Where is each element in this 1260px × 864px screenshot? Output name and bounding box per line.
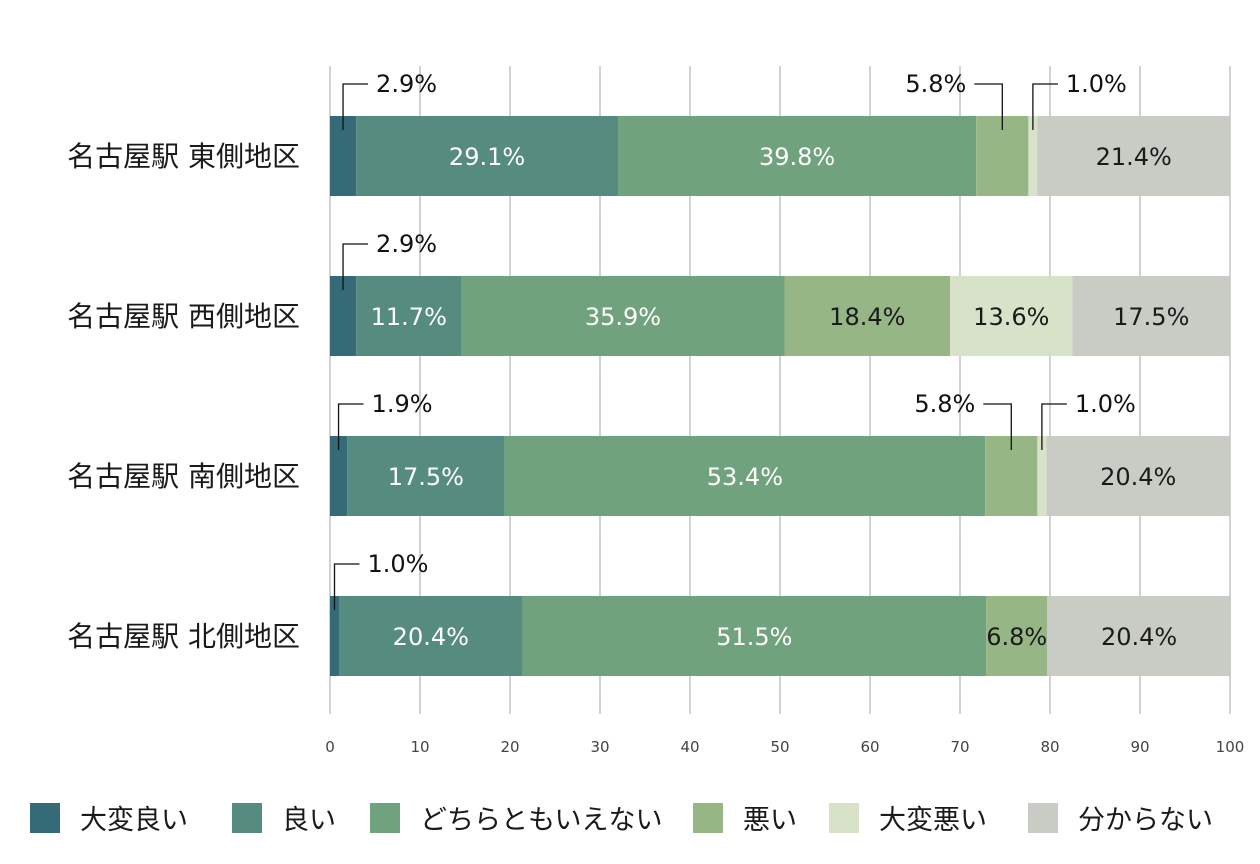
legend-swatch bbox=[370, 803, 400, 833]
x-tick-label: 20 bbox=[500, 738, 519, 756]
x-tick-label: 10 bbox=[410, 738, 429, 756]
data-label: 21.4% bbox=[1096, 143, 1172, 171]
x-tick-label: 40 bbox=[680, 738, 699, 756]
leader-line bbox=[1032, 83, 1058, 130]
data-label: 18.4% bbox=[829, 303, 905, 331]
x-tick-label: 50 bbox=[770, 738, 789, 756]
leader-line bbox=[983, 403, 1012, 450]
data-label: 53.4% bbox=[707, 463, 783, 491]
bar-segment bbox=[618, 116, 977, 196]
legend-label: 大変悪い bbox=[879, 805, 987, 836]
bars: 29.1% 39.8% 21.4% 2.9% 5.8% 1.0% 11.7% 35.9% 18.… bbox=[330, 70, 1231, 676]
data-label: 39.8% bbox=[759, 143, 835, 171]
legend-swatch bbox=[693, 803, 723, 833]
legend: 大変良い 良い どちらともいえない 悪い 大変悪い 分からない bbox=[30, 803, 1213, 836]
bar-segment bbox=[504, 436, 986, 516]
data-label: 5.8% bbox=[914, 390, 975, 418]
data-label: 1.0% bbox=[1075, 390, 1136, 418]
legend-label: 良い bbox=[282, 805, 336, 836]
bar-segment bbox=[1037, 116, 1230, 196]
leader-line bbox=[333, 563, 360, 610]
bar-segment bbox=[461, 276, 785, 356]
x-tick-label: 0 bbox=[325, 738, 335, 756]
legend-swatch bbox=[1028, 803, 1058, 833]
category-label: 名古屋駅 東側地区 bbox=[67, 140, 300, 173]
x-tick-label: 100 bbox=[1216, 738, 1245, 756]
bar-segment bbox=[347, 436, 505, 516]
bar-segment bbox=[950, 276, 1073, 356]
bar-segment bbox=[356, 276, 462, 356]
legend-swatch bbox=[232, 803, 262, 833]
data-label: 1.9% bbox=[372, 390, 433, 418]
data-label: 17.5% bbox=[388, 463, 464, 491]
bar-segment bbox=[1047, 596, 1231, 676]
data-label: 2.9% bbox=[376, 230, 437, 258]
data-label: 35.9% bbox=[585, 303, 661, 331]
legend-label: どちらともいえない bbox=[420, 805, 662, 836]
bar-segment bbox=[330, 596, 339, 676]
data-label: 1.0% bbox=[1066, 70, 1127, 98]
data-label: 51.5% bbox=[716, 623, 792, 651]
leader-line bbox=[342, 83, 369, 130]
legend-swatch bbox=[829, 803, 859, 833]
x-tick-label: 30 bbox=[590, 738, 609, 756]
data-label: 29.1% bbox=[449, 143, 525, 171]
leader-line bbox=[337, 403, 364, 450]
data-label: 20.4% bbox=[393, 623, 469, 651]
bar-segment bbox=[784, 276, 951, 356]
leader-line bbox=[342, 243, 369, 290]
legend-label: 悪い bbox=[743, 805, 797, 836]
bar-segment bbox=[339, 596, 523, 676]
category-label: 名古屋駅 西側地区 bbox=[67, 300, 300, 333]
data-label: 2.9% bbox=[376, 70, 437, 98]
category-label: 名古屋駅 北側地区 bbox=[67, 620, 300, 653]
x-tick-label: 70 bbox=[950, 738, 969, 756]
legend-label: 大変良い bbox=[80, 805, 188, 836]
bar-segment bbox=[1037, 436, 1047, 516]
x-tick-label: 90 bbox=[1130, 738, 1149, 756]
bar-segment bbox=[522, 596, 987, 676]
data-label: 20.4% bbox=[1101, 623, 1177, 651]
bar-segment bbox=[1046, 436, 1230, 516]
data-label: 6.8% bbox=[986, 623, 1047, 651]
leader-line bbox=[974, 83, 1003, 130]
category-label: 名古屋駅 南側地区 bbox=[67, 460, 300, 493]
data-label: 20.4% bbox=[1100, 463, 1176, 491]
data-label: 1.0% bbox=[368, 550, 429, 578]
bar-segment bbox=[1028, 116, 1038, 196]
data-label: 11.7% bbox=[371, 303, 447, 331]
data-label: 5.8% bbox=[905, 70, 966, 98]
leader-line bbox=[1041, 403, 1067, 450]
x-tick-label: 80 bbox=[1040, 738, 1059, 756]
legend-swatch bbox=[30, 803, 60, 833]
bar-segment bbox=[1072, 276, 1230, 356]
x-tick-labels: 0 10 20 30 40 50 60 70 80 90 100 bbox=[325, 738, 1244, 756]
data-label: 13.6% bbox=[973, 303, 1049, 331]
data-label: 17.5% bbox=[1113, 303, 1189, 331]
bar-segment bbox=[330, 436, 348, 516]
bar-segment bbox=[356, 116, 618, 196]
x-tick-label: 60 bbox=[860, 738, 879, 756]
bar-segment bbox=[986, 596, 1048, 676]
legend-label: 分からない bbox=[1078, 805, 1213, 836]
